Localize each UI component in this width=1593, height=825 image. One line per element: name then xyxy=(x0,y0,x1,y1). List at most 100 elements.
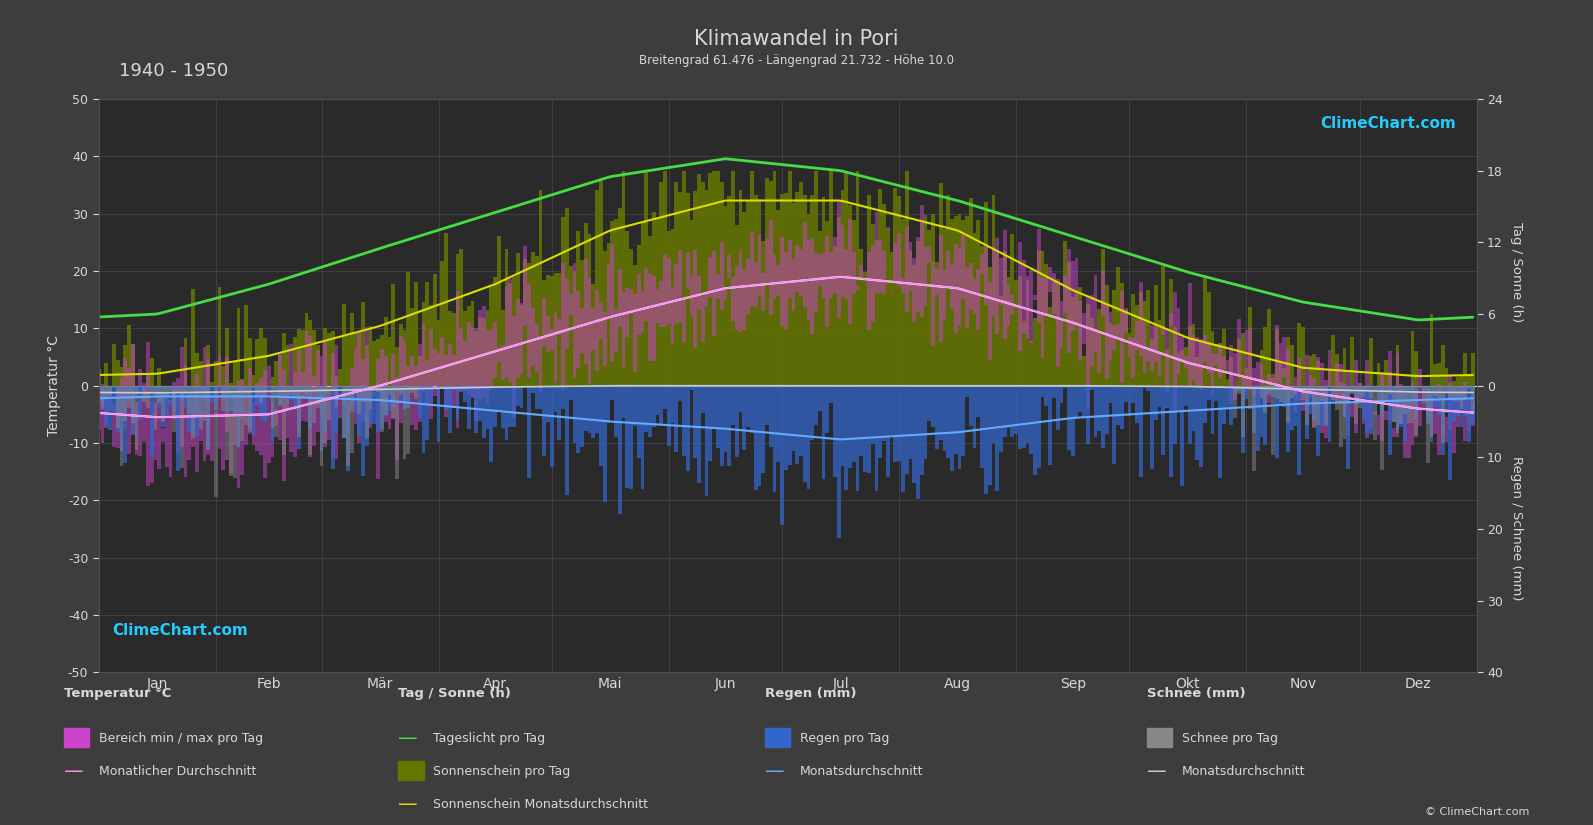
Bar xyxy=(233,362,237,386)
Bar xyxy=(1131,386,1136,403)
Bar xyxy=(761,241,765,386)
Bar xyxy=(304,314,309,386)
Bar xyxy=(1225,361,1230,374)
Bar xyxy=(357,331,362,386)
Bar xyxy=(588,234,591,386)
Bar xyxy=(489,330,494,390)
Bar xyxy=(535,323,538,372)
Bar xyxy=(715,386,720,448)
Bar xyxy=(1034,318,1037,386)
Bar xyxy=(742,269,746,331)
Bar xyxy=(357,386,362,414)
Bar xyxy=(1392,386,1395,422)
Bar xyxy=(588,386,591,433)
Bar xyxy=(558,386,561,441)
Bar xyxy=(403,386,406,409)
Bar xyxy=(296,329,301,386)
Bar xyxy=(1343,386,1346,417)
Bar xyxy=(486,330,489,404)
Bar xyxy=(949,263,954,309)
Bar xyxy=(687,193,690,386)
Bar xyxy=(150,358,153,386)
Bar xyxy=(1067,262,1070,386)
Bar xyxy=(1252,386,1255,470)
Bar xyxy=(244,386,249,425)
Bar xyxy=(1158,386,1161,407)
Bar xyxy=(335,386,338,433)
Bar xyxy=(279,386,282,406)
Bar xyxy=(698,276,701,310)
Bar xyxy=(112,403,116,447)
Bar xyxy=(1139,386,1142,477)
Bar xyxy=(969,263,973,310)
Bar xyxy=(381,334,384,386)
Bar xyxy=(475,386,478,433)
Bar xyxy=(147,373,150,386)
Bar xyxy=(1029,271,1034,342)
Bar xyxy=(1161,325,1164,335)
Bar xyxy=(1357,386,1362,402)
Bar xyxy=(296,350,301,431)
Bar xyxy=(969,386,973,427)
Bar xyxy=(596,290,599,371)
Bar xyxy=(1440,386,1445,455)
Bar xyxy=(119,367,123,386)
Bar xyxy=(965,216,969,386)
Bar xyxy=(1045,386,1048,406)
Bar xyxy=(1219,386,1222,478)
Bar xyxy=(863,386,867,472)
Bar xyxy=(1051,282,1056,386)
Bar xyxy=(135,402,139,455)
Bar xyxy=(1123,386,1128,403)
Bar xyxy=(1313,386,1316,420)
Bar xyxy=(338,400,342,417)
Bar xyxy=(679,386,682,401)
Bar xyxy=(483,305,486,397)
Bar xyxy=(1241,379,1244,403)
Bar xyxy=(354,386,357,412)
Bar xyxy=(1180,337,1184,361)
Bar xyxy=(229,386,233,476)
Bar xyxy=(194,386,199,436)
Bar xyxy=(908,243,913,291)
Bar xyxy=(784,252,789,329)
Bar xyxy=(158,386,161,408)
Bar xyxy=(1271,386,1274,455)
Bar xyxy=(833,386,836,477)
Bar xyxy=(1082,386,1086,417)
Bar xyxy=(1048,307,1051,386)
Bar xyxy=(693,386,698,458)
Bar xyxy=(1437,384,1440,455)
Bar xyxy=(894,188,897,386)
Bar xyxy=(841,386,844,466)
Bar xyxy=(811,386,814,440)
Bar xyxy=(169,400,172,477)
Bar xyxy=(342,386,346,437)
Bar xyxy=(164,386,169,396)
Bar xyxy=(916,241,919,386)
Bar xyxy=(1112,325,1117,350)
Bar xyxy=(1434,392,1437,435)
Bar xyxy=(1437,363,1440,386)
Bar xyxy=(414,386,417,398)
Bar xyxy=(252,375,255,386)
Bar xyxy=(1351,386,1354,393)
Bar xyxy=(663,254,667,327)
Bar xyxy=(467,386,470,429)
Bar xyxy=(1056,386,1059,431)
Bar xyxy=(1188,283,1192,387)
Bar xyxy=(309,386,312,455)
Bar xyxy=(814,253,817,313)
Bar xyxy=(585,223,588,386)
Bar xyxy=(142,383,147,442)
Bar xyxy=(164,396,169,467)
Bar xyxy=(1040,386,1045,397)
Bar xyxy=(1467,400,1470,431)
Bar xyxy=(293,337,296,386)
Bar xyxy=(871,386,875,444)
Bar xyxy=(406,366,411,386)
Bar xyxy=(1448,375,1453,430)
Bar xyxy=(233,386,237,478)
Bar xyxy=(1086,386,1090,444)
Bar xyxy=(486,386,489,429)
